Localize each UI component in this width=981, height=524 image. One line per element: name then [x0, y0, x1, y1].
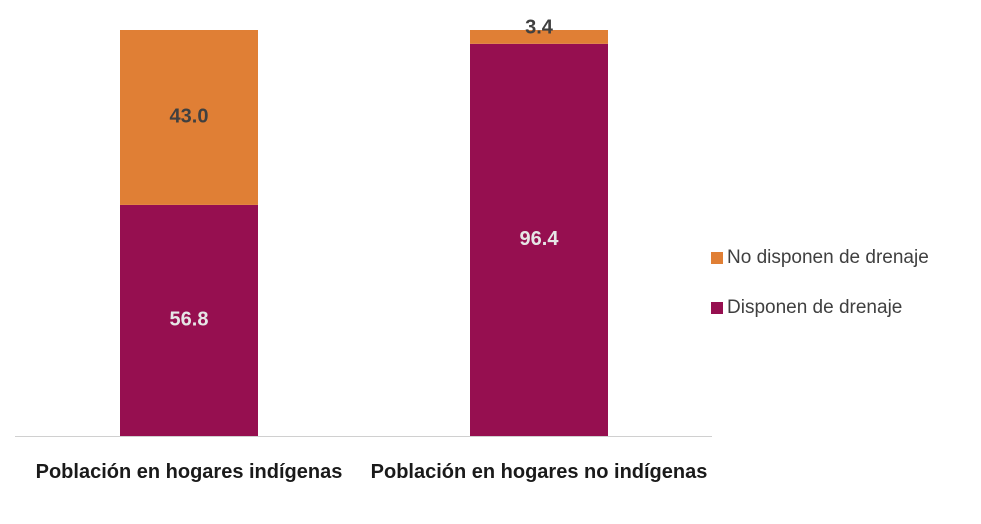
data-label: 43.0 — [170, 106, 209, 128]
bar-segment — [120, 204, 258, 436]
data-label: 56.8 — [170, 309, 209, 331]
x-tick-label: Población en hogares indígenas — [35, 461, 343, 483]
data-label: 96.4 — [520, 228, 560, 250]
legend-label: Disponen de drenaje — [727, 297, 902, 318]
legend-swatch — [711, 302, 723, 314]
bar-segment — [470, 30, 608, 44]
bar-segment — [120, 30, 258, 205]
legend-swatch — [711, 252, 723, 264]
legend-label: No disponen de drenaje — [727, 247, 929, 268]
data-label: 3.4 — [525, 16, 554, 38]
bar-segment — [470, 43, 608, 436]
x-tick-label: Población en hogares no indígenas — [370, 461, 708, 483]
